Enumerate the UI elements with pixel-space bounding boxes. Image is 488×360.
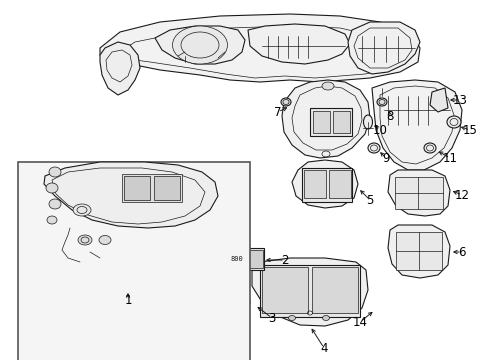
- Bar: [227, 250, 244, 268]
- Bar: [246, 250, 263, 268]
- Polygon shape: [387, 170, 449, 216]
- Text: 7: 7: [274, 105, 281, 118]
- Polygon shape: [247, 24, 349, 64]
- Ellipse shape: [99, 235, 111, 244]
- Polygon shape: [100, 14, 419, 82]
- Polygon shape: [387, 225, 449, 278]
- Polygon shape: [251, 258, 367, 326]
- Bar: [309, 108, 351, 136]
- Ellipse shape: [73, 204, 91, 216]
- Polygon shape: [429, 88, 447, 112]
- Text: 4: 4: [320, 342, 327, 355]
- Text: 6: 6: [457, 246, 465, 258]
- Bar: [262, 267, 307, 313]
- Bar: [394, 177, 442, 209]
- Text: 14: 14: [352, 315, 367, 328]
- Ellipse shape: [78, 235, 92, 245]
- Bar: [122, 174, 182, 202]
- Polygon shape: [100, 42, 140, 95]
- Ellipse shape: [363, 115, 372, 129]
- Text: 12: 12: [453, 189, 468, 202]
- Bar: [260, 265, 359, 317]
- Text: 11: 11: [442, 152, 457, 165]
- Ellipse shape: [47, 216, 57, 224]
- Polygon shape: [282, 80, 369, 158]
- Ellipse shape: [321, 82, 333, 90]
- Text: 1: 1: [124, 293, 131, 306]
- Polygon shape: [371, 80, 461, 170]
- Text: 8: 8: [386, 109, 393, 122]
- Polygon shape: [44, 162, 218, 228]
- Ellipse shape: [235, 291, 244, 299]
- Bar: [332, 111, 349, 133]
- Bar: [395, 232, 441, 270]
- Ellipse shape: [49, 199, 61, 209]
- Ellipse shape: [288, 315, 295, 320]
- Text: 3: 3: [268, 311, 275, 324]
- Polygon shape: [155, 26, 244, 64]
- Text: 2: 2: [281, 253, 288, 266]
- Polygon shape: [347, 22, 419, 74]
- Bar: [18, 162, 249, 360]
- Ellipse shape: [229, 294, 249, 310]
- Bar: [154, 176, 180, 200]
- Text: 9: 9: [382, 152, 389, 165]
- Ellipse shape: [446, 116, 460, 128]
- Text: 15: 15: [462, 123, 476, 136]
- Bar: [124, 176, 150, 200]
- Text: 13: 13: [451, 94, 467, 107]
- Bar: [302, 168, 351, 202]
- Bar: [311, 267, 357, 313]
- Polygon shape: [291, 160, 357, 208]
- Ellipse shape: [281, 98, 290, 106]
- Bar: [304, 170, 325, 198]
- Ellipse shape: [376, 98, 386, 106]
- Ellipse shape: [172, 26, 227, 64]
- Text: 5: 5: [366, 194, 373, 207]
- Ellipse shape: [423, 143, 435, 153]
- Ellipse shape: [322, 315, 329, 320]
- Bar: [225, 248, 264, 270]
- Ellipse shape: [367, 143, 379, 153]
- Bar: [312, 111, 329, 133]
- Ellipse shape: [46, 183, 58, 193]
- Ellipse shape: [49, 167, 61, 177]
- Text: 800: 800: [230, 256, 243, 262]
- Bar: [328, 170, 350, 198]
- Text: 10: 10: [372, 123, 386, 136]
